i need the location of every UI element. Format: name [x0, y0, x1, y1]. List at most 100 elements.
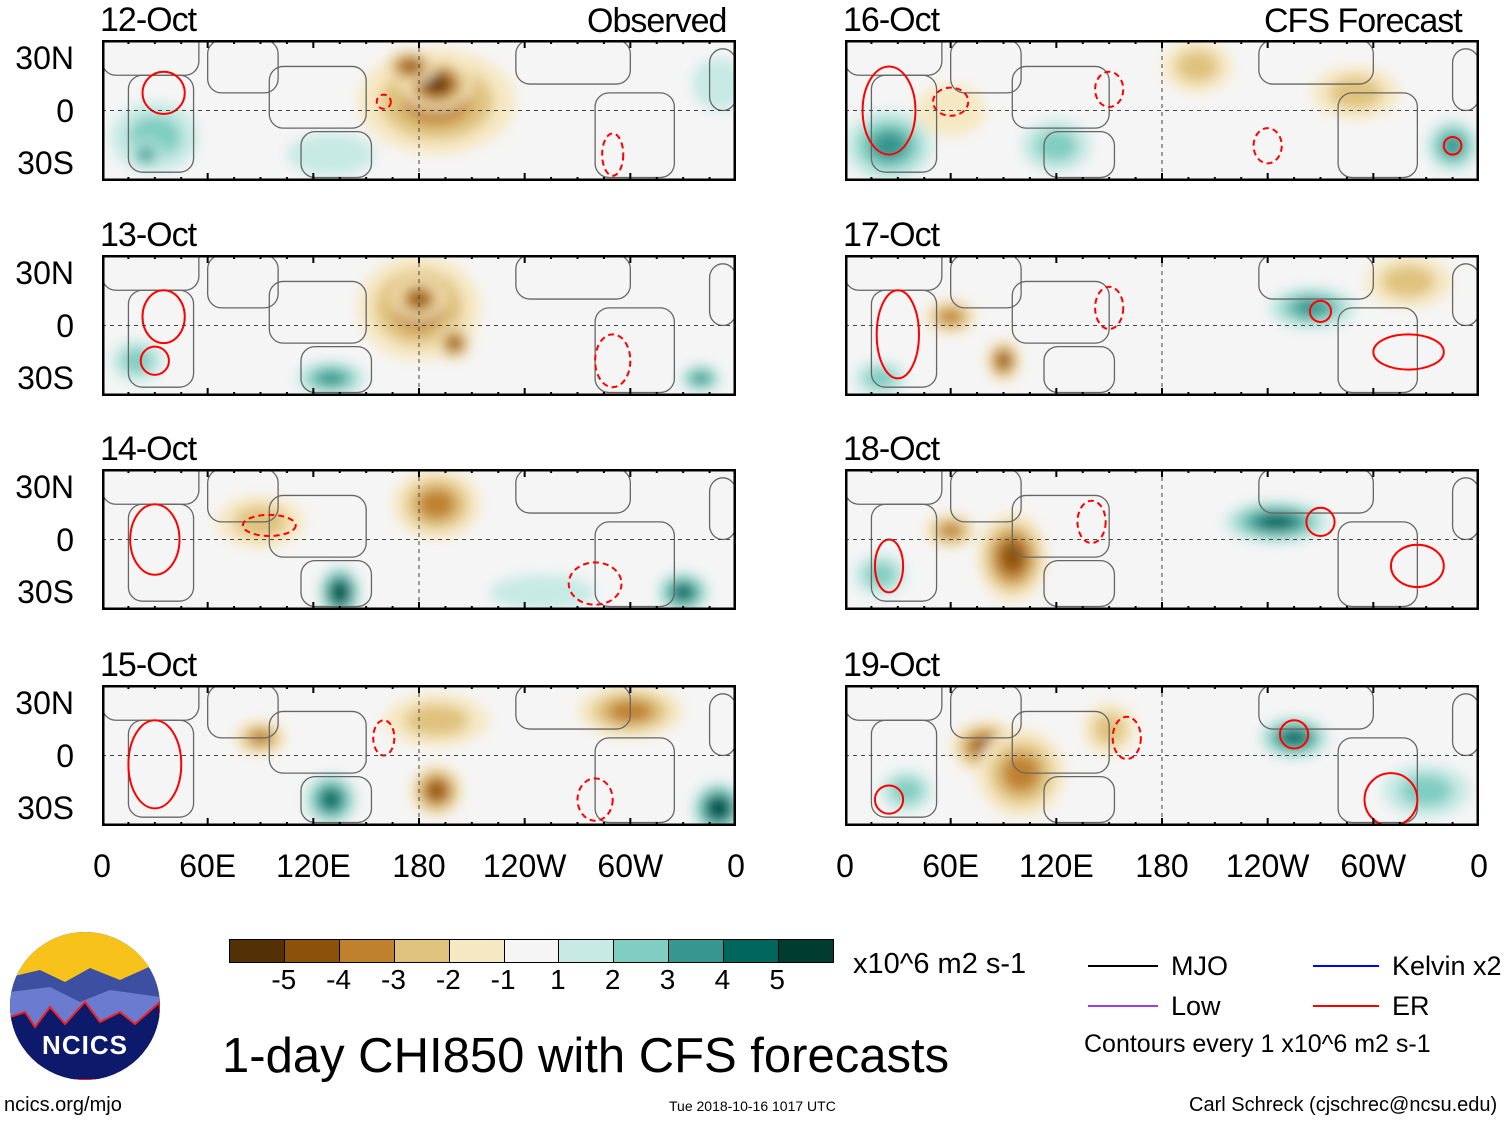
er-contour [1278, 719, 1310, 750]
panel-frame [102, 40, 736, 181]
er-contour [932, 86, 970, 117]
er-contour [1372, 333, 1445, 371]
anomaly-contour [121, 348, 154, 374]
panel-frame [845, 255, 1479, 396]
colorbar-swatch [284, 940, 340, 962]
coastline [1043, 776, 1116, 824]
lon-label: 60W [1340, 848, 1407, 884]
coastline [1337, 521, 1419, 608]
map-panel-15-Oct [102, 685, 736, 826]
panel-frame [102, 469, 736, 610]
colorbar-swatch [339, 940, 395, 962]
map-svg [845, 685, 1479, 826]
footer-url[interactable]: ncics.org/mjo [4, 1094, 122, 1116]
anomaly-contour [870, 130, 908, 161]
anomaly-contour [448, 337, 461, 349]
er-contour [1442, 135, 1463, 156]
figure-title: 1-day CHI850 with CFS forecasts [222, 1029, 950, 1083]
anomaly-contour [711, 801, 726, 816]
er-contour [1252, 127, 1283, 165]
er-contour [1305, 506, 1336, 537]
anomaly-contour [427, 76, 447, 92]
coastline [1258, 685, 1374, 730]
legend-line-er [1313, 1005, 1379, 1007]
anomaly-contour [489, 574, 596, 610]
coastline [1043, 131, 1116, 179]
panel-frame [845, 685, 1479, 826]
colorbar-label: 4 [714, 964, 731, 995]
panel-date: 19-Oct [843, 646, 940, 684]
coastline [207, 40, 279, 94]
anomaly-contour [1258, 514, 1295, 529]
er-contour [375, 93, 392, 110]
coastline [1011, 710, 1110, 774]
forecast-label: CFS Forecast [1264, 2, 1463, 40]
coastline [207, 255, 279, 309]
colorbar-swatch [614, 940, 670, 962]
lon-label: 0 [727, 848, 745, 884]
map-panel-13-Oct [102, 255, 736, 396]
lon-label: 120W [482, 848, 567, 884]
lon-label: 0 [836, 848, 854, 884]
colorbar-swatch [779, 940, 833, 962]
lat-label: 30N [15, 254, 74, 291]
lat-label: 30N [15, 468, 74, 505]
er-contour [601, 132, 625, 177]
er-contour [875, 289, 920, 380]
legend-label-er: ER [1392, 991, 1430, 1021]
colorbar-label: 3 [659, 964, 676, 995]
legend-label-mjo: MJO [1171, 951, 1228, 981]
coastline [950, 255, 1022, 309]
colorbar-label: -1 [490, 964, 516, 995]
colorbar-swatch [669, 940, 725, 962]
coastline [1011, 494, 1110, 558]
colorbar-swatch [724, 940, 780, 962]
coastline [870, 289, 938, 388]
anomaly-contour [997, 353, 1010, 368]
coastline [207, 469, 279, 523]
lon-label: 120E [275, 848, 351, 884]
lat-label: 30N [15, 39, 74, 76]
anomaly-field [234, 685, 736, 826]
colorbar-swatch [394, 940, 450, 962]
coastline [1337, 92, 1419, 179]
coastline [515, 685, 631, 730]
lon-label: 60W [597, 848, 664, 884]
panel-frame [102, 255, 736, 396]
lon-label: 180 [1135, 848, 1189, 884]
coastline [268, 65, 367, 129]
anomaly-contour [401, 60, 420, 73]
map-svg [845, 469, 1479, 610]
er-contour [139, 345, 170, 376]
lon-label: 120W [1225, 848, 1310, 884]
coastline [594, 92, 676, 179]
colorbar-label: -3 [381, 964, 406, 995]
coastline [300, 560, 373, 608]
map-panel-17-Oct [845, 255, 1479, 396]
anomaly-contour [404, 704, 469, 737]
coastline [515, 469, 631, 514]
colorbar-label: -5 [271, 964, 297, 995]
map-svg [102, 469, 736, 610]
map-panel-12-Oct [102, 40, 736, 181]
er-contour [1076, 499, 1107, 545]
anomaly-contour [410, 292, 428, 307]
er-contour [1389, 543, 1445, 589]
anomaly-contour [427, 781, 446, 800]
anomaly-contour [691, 372, 710, 385]
colorbar-label: 1 [550, 964, 566, 995]
colorbar [229, 939, 834, 963]
anomaly-contour [1035, 129, 1078, 162]
legend-line-mjo [1088, 965, 1158, 967]
legend-line-kelvin [1313, 965, 1379, 967]
er-contour [1111, 715, 1142, 761]
footer-author: Carl Schreck (cjschrec@ncsu.edu) [1189, 1094, 1498, 1116]
anomaly-contour [1002, 754, 1040, 793]
anomaly-contour [691, 57, 736, 111]
lat-label: 30S [17, 145, 74, 182]
logo-text: NCICS [42, 1030, 128, 1060]
er-contour [567, 561, 623, 606]
er-contour [1308, 299, 1333, 323]
coastline [594, 737, 676, 824]
